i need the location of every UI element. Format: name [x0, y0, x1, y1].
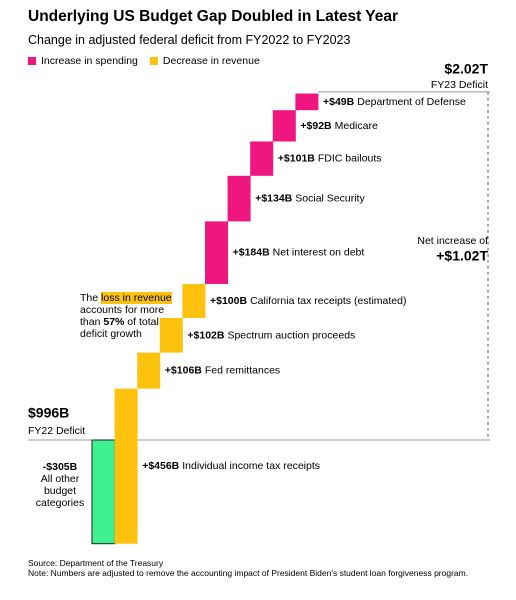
bar: [227, 175, 251, 222]
category-label: Individual income tax receipts: [182, 460, 320, 472]
bar-label: +$184B Net interest on debt: [233, 246, 365, 258]
bar: [137, 352, 161, 389]
start-value: $996B: [28, 405, 69, 421]
bar: [205, 221, 228, 284]
legend-label: Increase in spending: [41, 55, 138, 67]
chart-subtitle: Change in adjusted federal deficit from …: [28, 33, 351, 47]
bar-label: +$456B Individual income tax receipts: [142, 460, 320, 472]
bar: [295, 93, 319, 111]
bar-label: +$49B Department of Defense: [323, 96, 466, 108]
end-value: $2.02T: [444, 61, 488, 77]
value-label: +$92B: [300, 120, 332, 132]
category-label: California tax receipts (estimated): [250, 295, 406, 307]
legend-label: Decrease in revenue: [162, 55, 260, 67]
bar: [114, 388, 138, 544]
value-label: +$106B: [165, 364, 202, 376]
bar-label: +$102B Spectrum auction proceeds: [187, 329, 355, 341]
value-label: +$456B: [142, 460, 179, 472]
bar-label: +$106B Fed remittances: [165, 364, 280, 376]
legend: Increase in spending Decrease in revenue: [28, 55, 260, 67]
legend-item: Increase in spending: [28, 55, 138, 67]
value-label: +$102B: [187, 329, 224, 341]
value-label: +$100B: [210, 295, 247, 307]
bar-label: +$101B FDIC bailouts: [278, 152, 382, 164]
footnote: Source: Department of the Treasury Note:…: [28, 558, 498, 578]
value-label: +$134B: [255, 192, 292, 204]
bar: [272, 110, 296, 142]
annotation-text: accounts for more than: [80, 304, 165, 328]
note: Note: Numbers are adjusted to remove the…: [28, 568, 469, 578]
source: Source: Department of the Treasury: [28, 558, 164, 568]
net-value: +$1.02T: [436, 248, 488, 264]
category-label: Spectrum auction proceeds: [227, 329, 355, 341]
chart-title: Underlying US Budget Gap Doubled in Late…: [28, 8, 399, 25]
value-label: -$305B: [42, 461, 78, 473]
bar-label: +$92B Medicare: [300, 120, 378, 132]
legend-swatch: [149, 57, 158, 65]
bar-label: -$305B All other budget categories: [30, 461, 90, 509]
category-label: Social Security: [295, 192, 365, 204]
bar-label: +$134B Social Security: [255, 192, 365, 204]
annotation-bold: 57%: [103, 316, 125, 328]
bar: [182, 283, 206, 318]
annotation-highlight: loss in revenue: [101, 292, 172, 304]
bar-label: +$100B California tax receipts (estimated…: [210, 295, 406, 307]
category-label: All other budget categories: [35, 473, 85, 509]
value-label: +$184B: [233, 246, 270, 258]
category-label: FDIC bailouts: [318, 152, 382, 164]
annotation: The loss in revenue accounts for more th…: [80, 292, 178, 340]
start-label: FY22 Deficit: [28, 425, 85, 437]
legend-swatch: [28, 57, 36, 65]
net-label: Net increase of: [417, 235, 488, 247]
end-label: FY23 Deficit: [431, 79, 488, 91]
category-label: Medicare: [335, 120, 378, 132]
value-label: +$101B: [278, 152, 315, 164]
category-label: Department of Defense: [357, 96, 466, 108]
legend-item: Decrease in revenue: [149, 55, 260, 67]
category-label: Net interest on debt: [273, 246, 365, 258]
bar: [159, 317, 183, 353]
annotation-text: The: [80, 292, 99, 304]
bar: [250, 141, 274, 176]
annotation-text: of total deficit growth: [80, 316, 159, 340]
value-label: +$49B: [323, 96, 355, 108]
bar: [91, 439, 116, 545]
category-label: Fed remittances: [205, 364, 280, 376]
